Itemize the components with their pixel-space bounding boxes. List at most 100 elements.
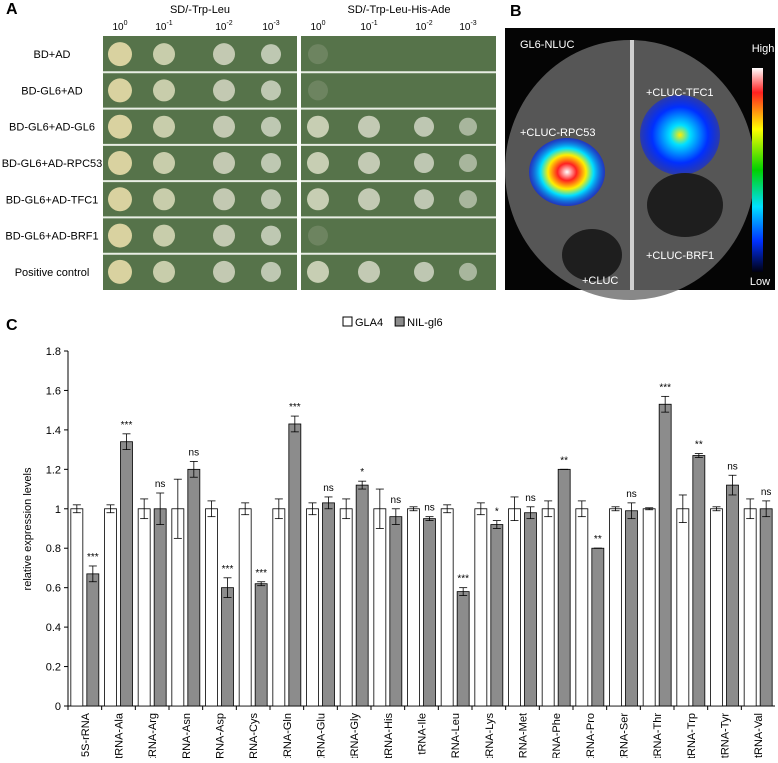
significance-label: **: [594, 534, 602, 545]
error-bar: [476, 502, 485, 516]
error-bar: [375, 488, 384, 529]
spot-label: +CLUC-RPC53: [520, 127, 596, 139]
error-bar: [728, 474, 737, 496]
error-bar: [510, 496, 519, 522]
panel-label: C: [6, 317, 18, 334]
error-bar: [342, 498, 351, 520]
legend-label: GLA4: [355, 317, 383, 329]
significance-label: ***: [87, 552, 99, 563]
bar: [153, 508, 167, 707]
error-bar: [694, 453, 703, 458]
significance-label: ***: [121, 420, 133, 431]
error-bar: [678, 494, 687, 523]
dilution-base: 10: [262, 22, 274, 33]
significance-label: ***: [659, 382, 671, 393]
dilution-label: 100: [112, 20, 127, 33]
colony: [414, 189, 434, 210]
dilution-label: 100: [310, 20, 325, 33]
error-bar: [425, 516, 434, 522]
signal: [529, 138, 605, 206]
x-tick-label: tRNA-Gly: [349, 713, 361, 758]
bar: [490, 524, 504, 707]
colony: [308, 225, 328, 246]
bar: [187, 468, 201, 707]
bar: [726, 484, 739, 707]
error-bar: [156, 492, 165, 525]
row-label: BD-GL6+AD-RPC53: [2, 158, 103, 170]
dilution-label: 10-3: [262, 20, 279, 33]
bar: [710, 508, 723, 707]
spot-label: +CLUC: [582, 275, 618, 287]
y-tick-label: 1.2: [46, 464, 61, 476]
significance-label: ns: [727, 461, 738, 472]
error-bar: [106, 504, 115, 514]
row-label: BD+AD: [34, 49, 71, 61]
panel-label: A: [6, 1, 18, 18]
colony: [213, 224, 235, 247]
panel-c: C relative expression levels 0 0.2 0.4 0.6 0…: [6, 316, 775, 763]
error-bar: [746, 498, 755, 520]
bar: [355, 484, 369, 707]
x-tick-label: tRNA-Val: [753, 713, 765, 758]
significance-label: ***: [222, 564, 234, 575]
colony: [459, 262, 477, 281]
significance-label: ns: [424, 503, 435, 514]
error-bar: [358, 480, 367, 490]
dilution-exponent: -1: [166, 20, 172, 27]
dilution-label: 10-1: [155, 20, 172, 33]
error-bar: [645, 507, 654, 511]
colony: [307, 188, 329, 211]
error-bar: [611, 506, 620, 512]
bar: [254, 583, 268, 707]
spot-label: +CLUC-TFC1: [646, 87, 714, 99]
row-label: BD-GL6+AD-GL6: [9, 122, 95, 134]
bar: [104, 508, 117, 707]
dilution-base: 10: [415, 22, 427, 33]
significance-label: **: [695, 440, 703, 451]
bar: [474, 508, 488, 707]
error-bar: [223, 577, 232, 598]
x-tick-label: tRNA-Arg: [147, 713, 159, 758]
colony: [153, 115, 175, 138]
x-tick-label: tRNA-Cys: [248, 713, 260, 758]
x-tick-label: tRNA-Ile: [417, 713, 429, 755]
x-tick-label: tRNA-Met: [518, 713, 530, 758]
scale-label: High: [752, 43, 775, 55]
bar: [120, 441, 133, 707]
legend-swatch: [342, 316, 353, 327]
dilution-base: 10: [112, 22, 124, 33]
significance-label: ns: [189, 447, 200, 458]
colony: [308, 44, 328, 65]
error-bar: [140, 498, 149, 520]
bar: [306, 508, 319, 707]
colony: [108, 78, 132, 103]
x-tick-label: tRNA-Thr: [652, 713, 664, 758]
colony: [261, 189, 281, 210]
colony: [459, 154, 477, 172]
bar: [288, 423, 302, 707]
colony: [307, 260, 329, 283]
x-tick-label: tRNA-His: [383, 713, 395, 758]
bar: [205, 508, 218, 707]
image-title: GL6-NLUC: [520, 39, 574, 51]
dilution-exponent: -1: [371, 20, 377, 27]
medium-label: SD/-Trp-Leu-His-Ade: [348, 4, 451, 16]
bar: [339, 508, 353, 707]
spot: [647, 173, 723, 237]
legend-label: NIL-gl6: [407, 317, 442, 329]
colony: [108, 187, 132, 212]
spot-label: +CLUC-BRF1: [646, 250, 714, 262]
bar: [86, 573, 100, 707]
bar: [591, 547, 605, 707]
colony: [414, 261, 434, 282]
error-bar: [122, 433, 131, 451]
dilution-base: 10: [155, 22, 167, 33]
significance-label: ns: [626, 489, 637, 500]
bar: [642, 508, 656, 707]
error-bar: [72, 504, 81, 514]
error-bar: [88, 565, 97, 583]
dilution-exponent: 0: [124, 20, 128, 27]
colony: [358, 152, 380, 174]
legend-swatch: [394, 316, 405, 327]
dilution-base: 10: [310, 22, 322, 33]
